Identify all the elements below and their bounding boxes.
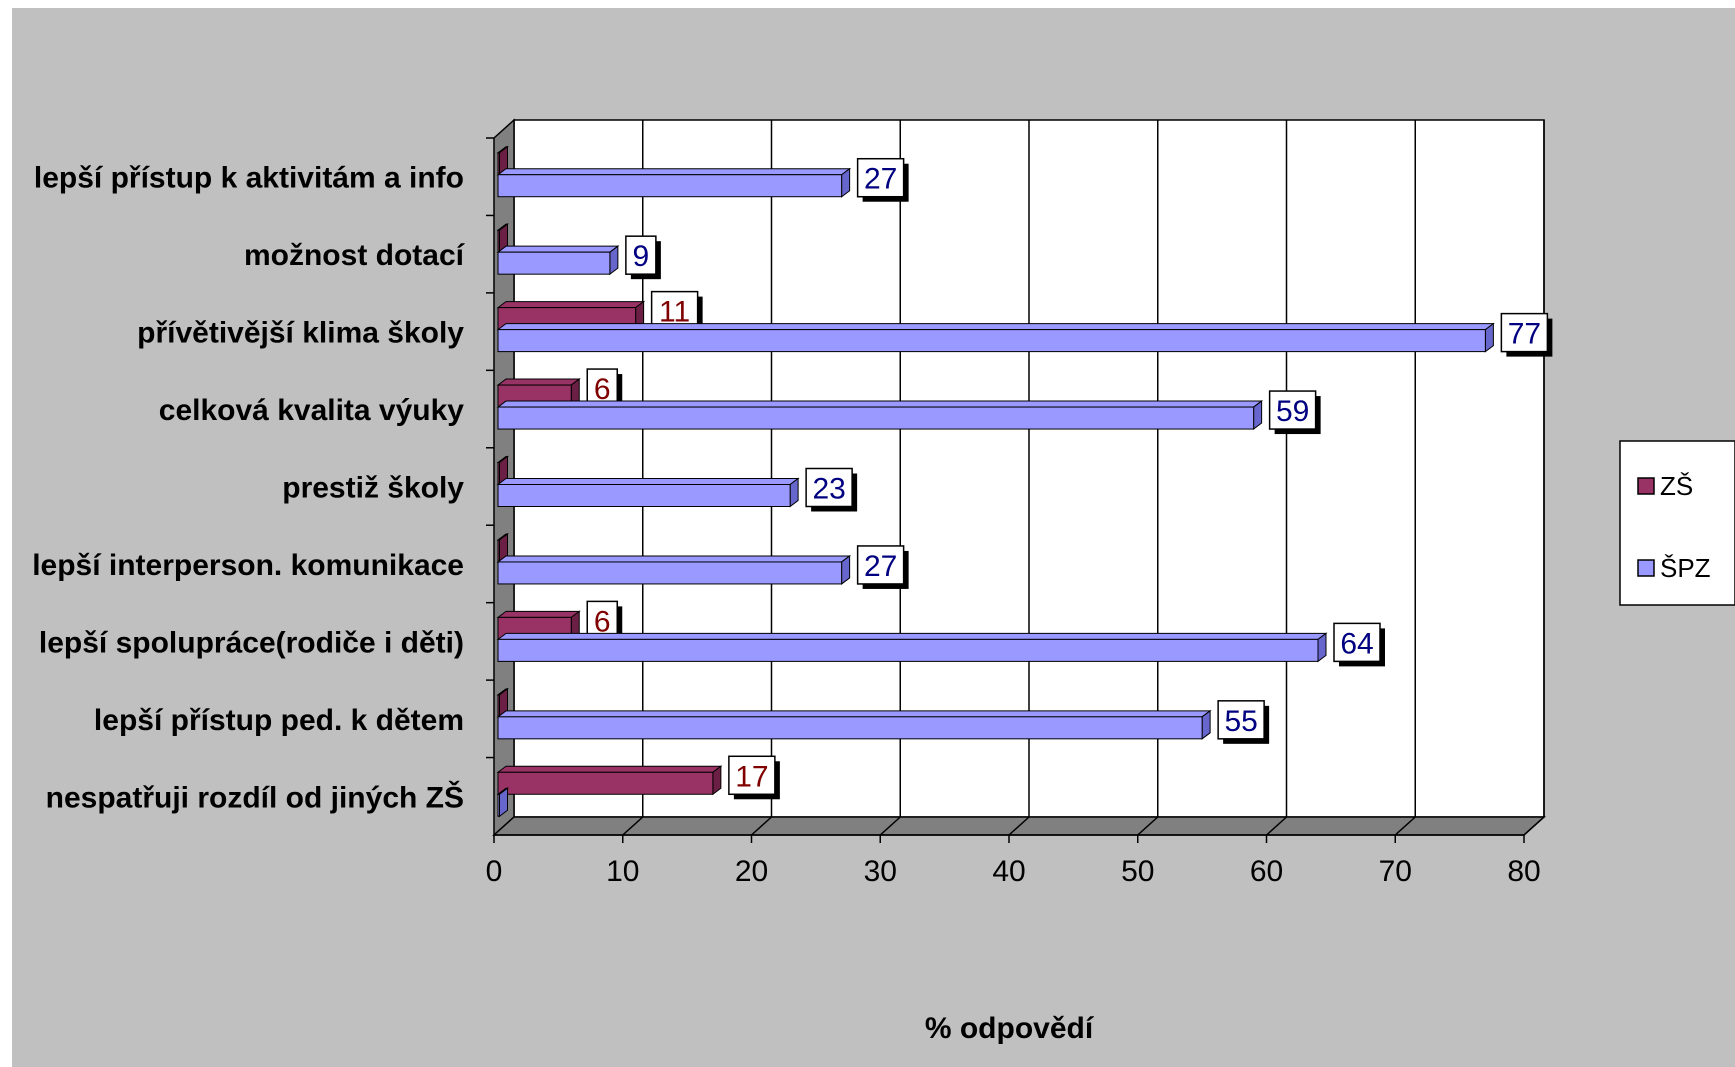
legend-label: ŠPZ (1660, 553, 1711, 583)
legend-swatch (1637, 559, 1655, 577)
data-label: 64 (1340, 627, 1373, 660)
bar-spz (497, 174, 843, 198)
bar-zs (497, 771, 714, 795)
x-tick-label: 70 (1379, 855, 1412, 888)
data-label: 77 (1508, 318, 1541, 351)
bar-top (496, 610, 581, 618)
category-label: lepší přístup ped. k dětem (94, 704, 464, 737)
bar-spz (497, 638, 1319, 662)
data-label-box (1217, 700, 1265, 740)
data-label: 59 (1276, 395, 1309, 428)
data-label: 27 (864, 550, 897, 583)
floor-gridline (1137, 816, 1159, 836)
chart-frame: 0 10 20 30 40 50 60 70 80 % odpovědí lepší přístup… (12, 8, 1735, 1067)
bar-top (496, 378, 581, 386)
x-axis-title: % odpovědí (925, 1012, 1095, 1045)
data-label-box (805, 467, 853, 508)
x-tick-label: 20 (735, 855, 768, 888)
data-label: 6 (594, 373, 611, 406)
x-tick-label: 60 (1250, 855, 1283, 888)
data-label-box (856, 545, 905, 585)
legend-label: ZŠ (1660, 471, 1693, 501)
category-label: celková kvalita výuky (159, 394, 465, 427)
data-label: 23 (812, 473, 845, 506)
data-label-box (728, 755, 776, 796)
bar-zs (497, 462, 500, 485)
x-tick-label: 0 (486, 855, 503, 888)
plot-area: 0 10 20 30 40 50 60 70 80 % odpovědí lepší přístup… (32, 118, 1553, 1045)
bar-spz (497, 716, 1203, 740)
bar-top (496, 765, 723, 773)
bar-zs (497, 229, 500, 253)
x-tick-label: 30 (864, 855, 897, 888)
legend-box (1619, 440, 1735, 606)
x-tick-label: 10 (606, 855, 639, 888)
bar-spz (497, 329, 1486, 353)
bar-spz (497, 793, 500, 817)
bar-zs (497, 694, 500, 718)
bar-top (496, 710, 1212, 718)
category-label: lepší spolupráce(rodiče i děti) (39, 626, 464, 659)
bar-top (496, 168, 852, 176)
data-label-box (1500, 312, 1549, 353)
bar-zs (497, 539, 500, 563)
floor-gridline (1008, 816, 1030, 836)
data-label: 55 (1224, 705, 1257, 738)
bar-top (496, 555, 852, 563)
bar-spz (497, 406, 1255, 430)
legend: ZŠ ŠPZ (1619, 440, 1735, 606)
bar-spz (497, 251, 611, 275)
data-label-box (856, 157, 905, 198)
category-label: prestiž školy (282, 472, 464, 505)
data-label-box (1268, 390, 1317, 430)
bar-top (496, 323, 1495, 331)
floor-gridline (879, 816, 901, 836)
data-label-box (1333, 622, 1381, 663)
data-label: 27 (864, 163, 897, 196)
bar-top (496, 301, 646, 309)
data-label: 17 (735, 760, 768, 793)
bar-top (496, 478, 800, 485)
bar-spz (497, 484, 791, 507)
floor-gridline (1394, 816, 1416, 836)
legend-swatch (1637, 477, 1655, 495)
floor-gridline (1265, 816, 1288, 836)
category-label: možnost dotací (244, 239, 466, 272)
bar-top (496, 400, 1264, 408)
bar-top (496, 632, 1328, 640)
bar-spz (497, 561, 843, 585)
data-label-box (625, 235, 657, 275)
data-label: 9 (633, 240, 650, 273)
x-tick-label: 50 (1121, 855, 1154, 888)
x-tick-label: 80 (1507, 855, 1540, 888)
category-label: nespatřuji rozdíl od jiných ZŠ (46, 780, 464, 814)
category-label: přívětivější klima školy (137, 317, 464, 350)
bar-chart: 0 10 20 30 40 50 60 70 80 % odpovědí lepší přístup… (32, 118, 1735, 1045)
floor-gridline (622, 816, 644, 836)
floor-gridline (1523, 816, 1545, 836)
floor-gridline (750, 816, 773, 836)
bar-zs (497, 152, 500, 176)
category-label: lepší přístup k aktivitám a info (34, 162, 464, 195)
data-label: 6 (594, 605, 611, 638)
x-tick-label: 40 (992, 855, 1025, 888)
category-label: lepší interperson. komunikace (32, 549, 464, 582)
bar-top (496, 245, 620, 253)
